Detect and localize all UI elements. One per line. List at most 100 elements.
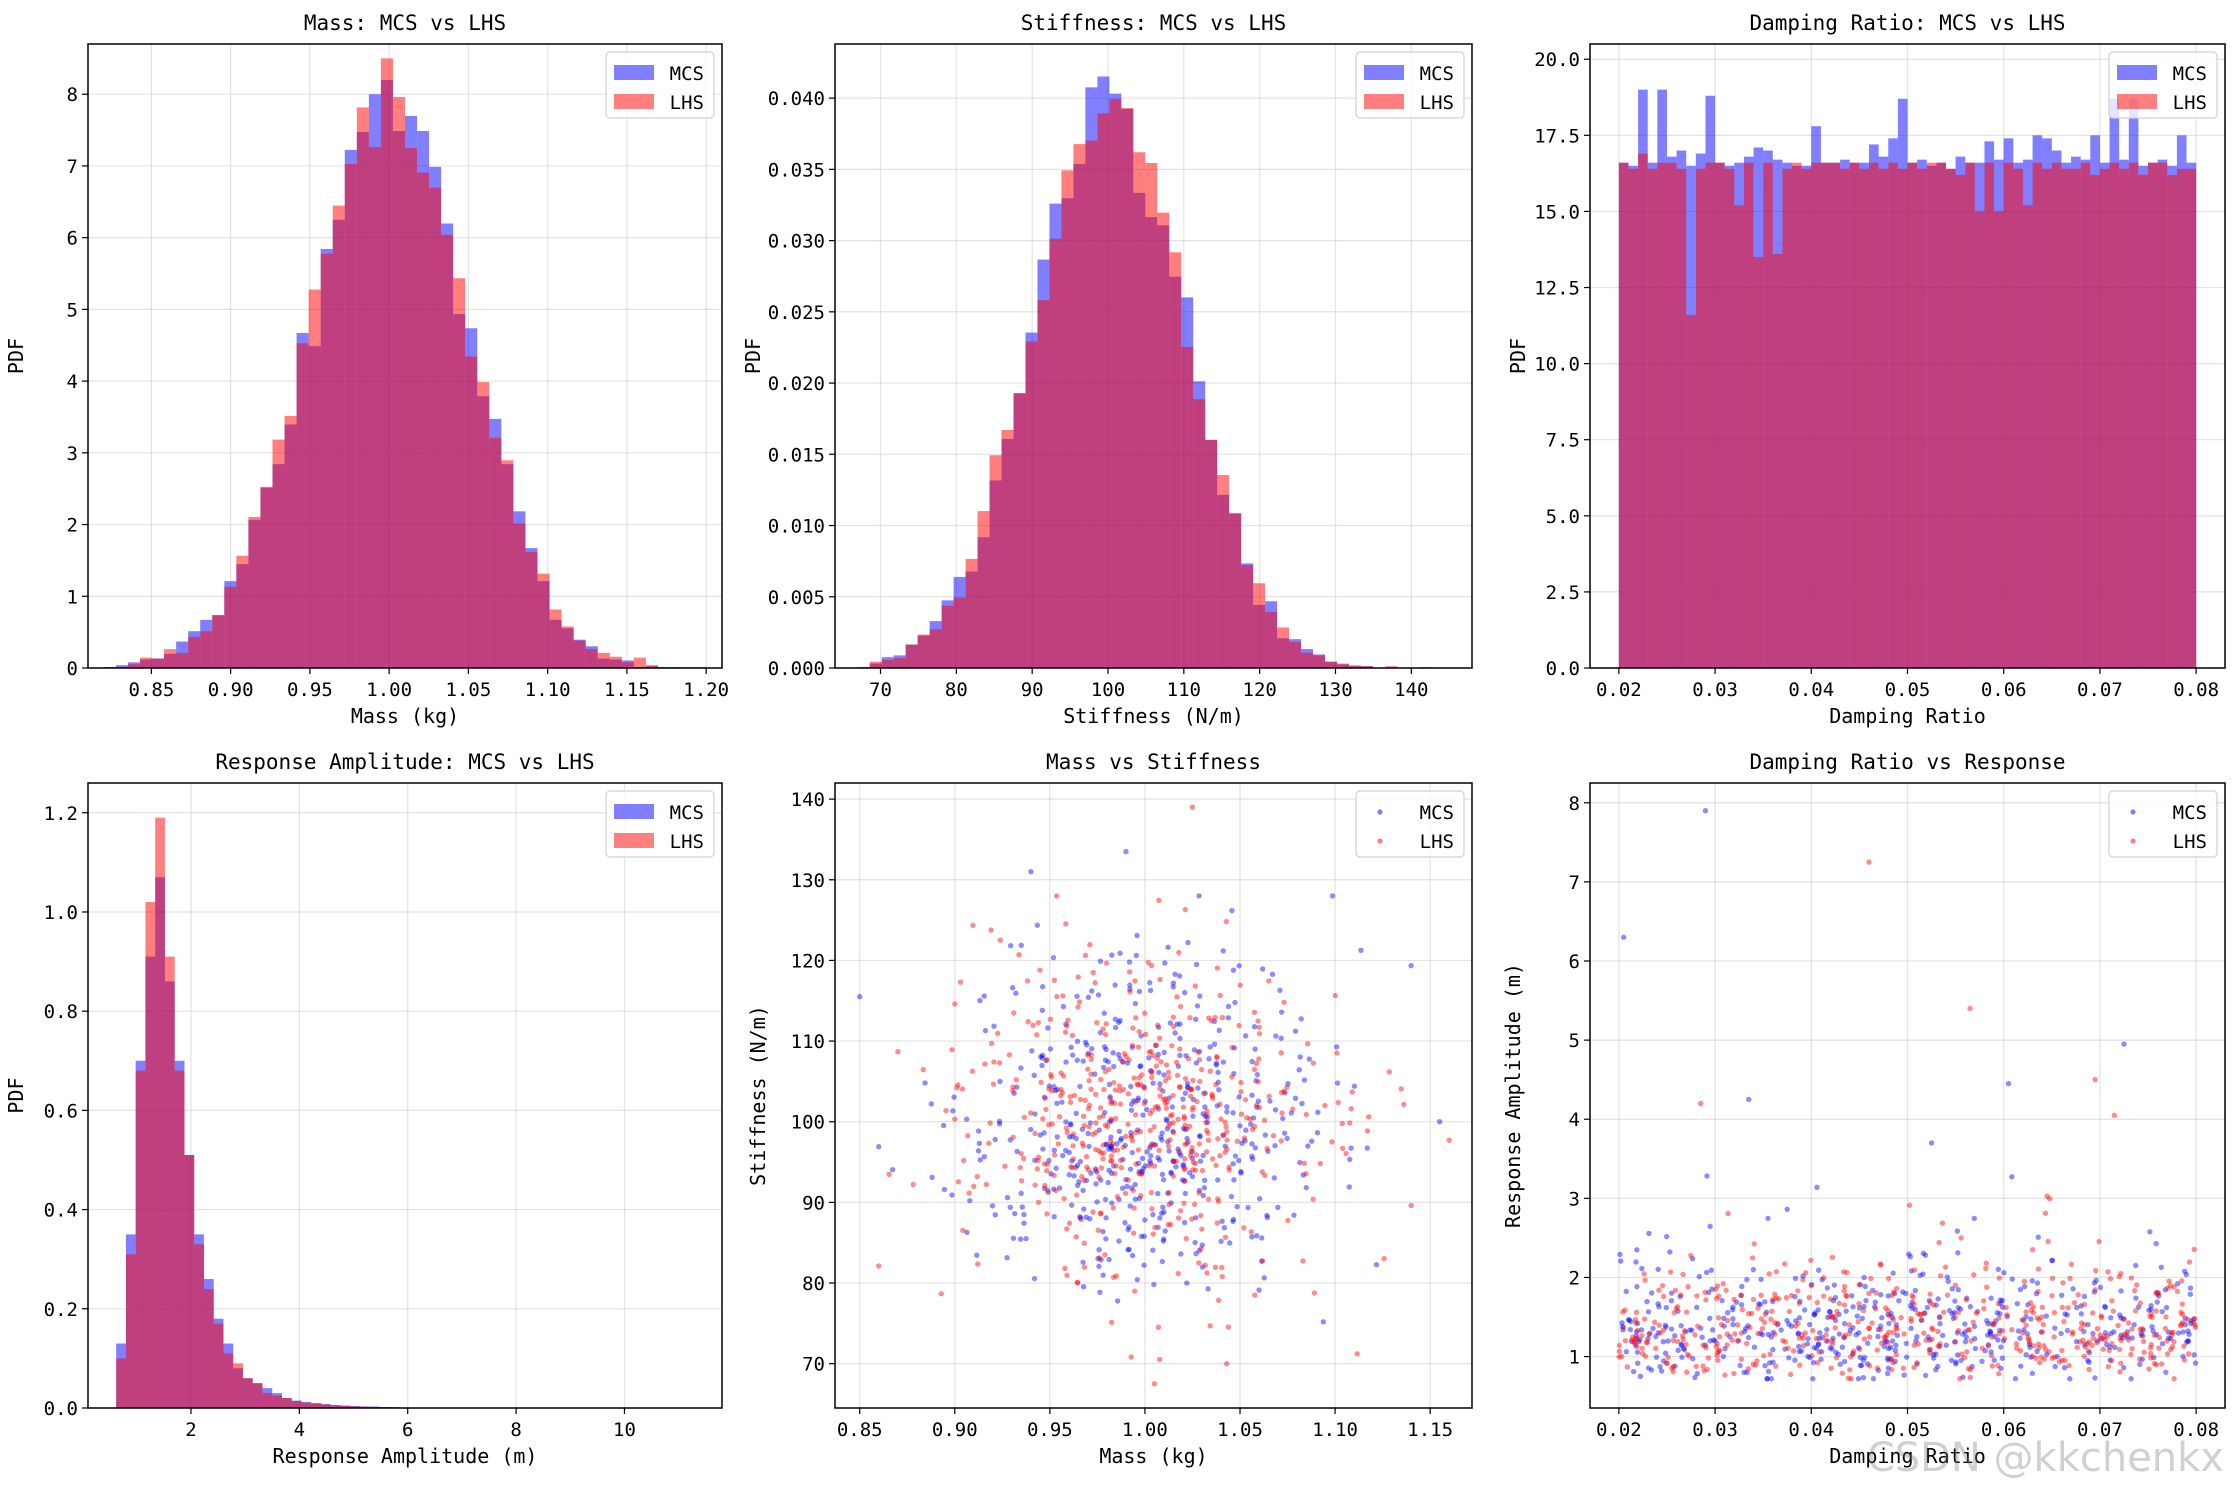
scatter-point bbox=[1982, 1348, 1988, 1354]
scatter-point bbox=[1628, 1338, 1635, 1344]
scatter-point bbox=[1816, 1349, 1822, 1355]
scatter-point bbox=[1103, 960, 1110, 966]
scatter-point bbox=[1721, 1323, 1727, 1329]
scatter-point bbox=[2078, 1325, 2084, 1332]
scatter-point bbox=[1827, 1313, 1833, 1320]
scatter-point bbox=[2061, 1318, 2067, 1325]
scatter-point bbox=[938, 1291, 944, 1297]
scatter-point bbox=[1254, 1104, 1260, 1111]
scatter-point bbox=[1032, 1157, 1038, 1164]
hist-bar bbox=[1984, 162, 1995, 668]
scatter-point bbox=[2092, 1375, 2098, 1381]
hist-bar bbox=[281, 1398, 292, 1408]
x-tick-label: 1.20 bbox=[683, 679, 729, 701]
scatter-point bbox=[1161, 1209, 1167, 1215]
y-tick-label: 3 bbox=[1569, 1188, 1580, 1210]
scatter-point bbox=[1398, 1086, 1404, 1092]
hist-bar bbox=[1181, 347, 1194, 668]
scatter-point bbox=[2047, 1195, 2053, 1202]
scatter-point bbox=[1770, 1359, 1776, 1365]
scatter-point bbox=[1999, 1328, 2006, 1334]
scatter-point bbox=[1987, 1328, 1993, 1334]
scatter-point bbox=[1136, 1168, 1142, 1175]
scatter-point bbox=[1711, 1337, 1717, 1343]
hist-bar bbox=[2013, 168, 2023, 669]
scatter-point bbox=[1885, 1365, 1892, 1371]
scatter-point bbox=[1119, 1185, 1126, 1191]
scatter-point bbox=[1231, 1177, 1237, 1183]
scatter-point bbox=[1979, 1358, 1985, 1364]
scatter-point bbox=[1107, 1094, 1113, 1100]
scatter-point bbox=[1168, 1200, 1174, 1206]
scatter-point bbox=[1722, 1372, 1728, 1378]
scatter-point bbox=[1869, 1320, 1875, 1326]
scatter-point bbox=[2097, 1332, 2103, 1338]
legend-label: LHS bbox=[1420, 92, 1454, 114]
x-tick-label: 110 bbox=[1167, 679, 1201, 701]
scatter-point bbox=[1795, 1288, 1801, 1294]
scatter-point bbox=[1713, 1295, 1720, 1302]
scatter-point bbox=[1792, 1323, 1799, 1329]
scatter-point bbox=[1297, 1159, 1303, 1166]
y-tick-label: 0.6 bbox=[44, 1100, 78, 1122]
hist-bar bbox=[1157, 212, 1170, 668]
scatter-point bbox=[1014, 1084, 1020, 1090]
scatter-point bbox=[1888, 1310, 1894, 1317]
y-tick-label: 0 bbox=[67, 658, 78, 680]
scatter-point bbox=[1098, 1257, 1104, 1263]
scatter-point bbox=[2026, 1339, 2033, 1346]
scatter-point bbox=[1236, 1022, 1242, 1029]
scatter-point bbox=[1138, 1171, 1145, 1177]
scatter-point bbox=[1254, 1071, 1261, 1078]
scatter-point bbox=[1225, 1015, 1232, 1021]
scatter-point bbox=[1980, 1298, 1987, 1304]
scatter-point bbox=[1014, 1148, 1020, 1155]
scatter-point bbox=[1110, 1205, 1117, 1211]
scatter-point bbox=[1262, 1172, 1268, 1179]
scatter-point bbox=[1878, 1262, 1884, 1268]
scatter-point bbox=[1037, 967, 1043, 973]
scatter-point bbox=[2139, 1356, 2146, 1362]
scatter-point bbox=[1875, 1333, 1881, 1340]
scatter-point bbox=[1199, 1226, 1205, 1232]
scatter-point bbox=[1692, 1332, 1698, 1338]
scatter-point bbox=[1082, 952, 1089, 959]
x-tick-label: 8 bbox=[510, 1419, 521, 1441]
scatter-point bbox=[1068, 1044, 1074, 1051]
scatter-point bbox=[1648, 1367, 1655, 1373]
scatter-point bbox=[1861, 1303, 1867, 1310]
scatter-point bbox=[967, 1197, 973, 1204]
scatter-point bbox=[1686, 1353, 1692, 1359]
scatter-point bbox=[988, 1040, 995, 1047]
scatter-point bbox=[1225, 1324, 1232, 1330]
scatter-point bbox=[1952, 1298, 1958, 1304]
scatter-point bbox=[1885, 1307, 1891, 1314]
scatter-point bbox=[1927, 1299, 1933, 1306]
scatter-point bbox=[1158, 1059, 1164, 1065]
x-tick-label: 0.07 bbox=[2077, 1419, 2123, 1441]
scatter-point bbox=[1745, 1366, 1752, 1372]
scatter-point bbox=[1828, 1365, 1834, 1371]
hist-bar bbox=[1618, 162, 1629, 668]
scatter-point bbox=[1790, 1348, 1797, 1354]
scatter-point bbox=[1921, 1310, 1928, 1316]
scatter-point bbox=[1045, 1122, 1052, 1128]
scatter-point bbox=[1339, 1145, 1346, 1151]
scatter-point bbox=[1165, 1190, 1171, 1196]
scatter-point bbox=[1067, 1099, 1074, 1105]
scatter-point bbox=[2171, 1284, 2177, 1290]
scatter-point bbox=[1173, 1164, 1179, 1170]
scatter-point bbox=[1757, 1301, 1764, 1308]
scatter-point bbox=[1190, 1113, 1196, 1119]
scatter-point bbox=[1971, 1323, 1978, 1330]
scatter-point bbox=[2188, 1320, 2194, 1327]
scatter-point bbox=[1151, 1163, 1158, 1169]
scatter-point bbox=[1176, 973, 1183, 979]
y-tick-label: 7.5 bbox=[1546, 430, 1580, 452]
scatter-point bbox=[1115, 1051, 1122, 1058]
scatter-point bbox=[1214, 965, 1221, 971]
scatter-point bbox=[1256, 1104, 1263, 1111]
scatter-point bbox=[1735, 1337, 1742, 1344]
scatter-point bbox=[2109, 1298, 2115, 1304]
